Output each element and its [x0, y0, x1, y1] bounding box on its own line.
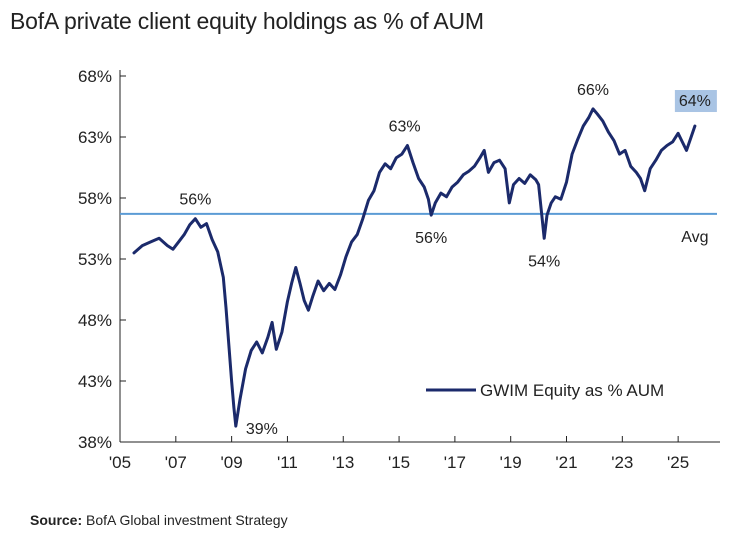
y-tick-label: 43% [78, 372, 112, 391]
last-value-badge [674, 90, 717, 113]
x-tick-label: '21 [555, 453, 577, 472]
data-label: 64% [679, 93, 711, 110]
source-text: BofA Global investment Strategy [86, 512, 288, 528]
data-label: 66% [577, 82, 609, 99]
series-group [132, 107, 697, 428]
legend-label: GWIM Equity as % AUM [480, 381, 664, 400]
x-tick-label: '09 [221, 453, 243, 472]
data-label: 54% [528, 253, 560, 270]
y-tick-label: 38% [78, 433, 112, 452]
axes: 38% 43% 48% 53% 58% 63% 68% '05 '07 '09 '11 '13 '15 '… [78, 67, 720, 472]
chart-title: BofA private client equity holdings as %… [10, 8, 484, 34]
y-tick-label: 68% [78, 67, 112, 86]
x-tick-label: '23 [611, 453, 633, 472]
x-tick-label: '25 [667, 453, 689, 472]
legend: GWIM Equity as % AUM [426, 381, 664, 400]
x-tick-label: '19 [500, 453, 522, 472]
y-tick-label: 58% [78, 189, 112, 208]
x-tick-label: '07 [165, 453, 187, 472]
source-note: Source: BofA Global investment Strategy [30, 512, 288, 528]
source-label: Source: [30, 512, 83, 528]
y-tick-label: 63% [78, 128, 112, 147]
series-line-gwim-equity [132, 107, 697, 428]
data-label: 63% [389, 119, 421, 136]
x-tick-label: '15 [388, 453, 410, 472]
data-label: Avg [681, 229, 708, 246]
annotations-group: 56% 39% 63% 56% 54% 66% 64% Avg [179, 82, 717, 438]
y-tick-label: 53% [78, 250, 112, 269]
x-tick-label: '13 [332, 453, 354, 472]
x-tick-label: '05 [109, 453, 131, 472]
data-label: 56% [179, 192, 211, 209]
data-label: 39% [246, 421, 278, 438]
y-tick-label: 48% [78, 311, 112, 330]
x-tick-label: '17 [444, 453, 466, 472]
x-tick-label: '11 [277, 453, 298, 472]
data-label: 56% [415, 230, 447, 247]
